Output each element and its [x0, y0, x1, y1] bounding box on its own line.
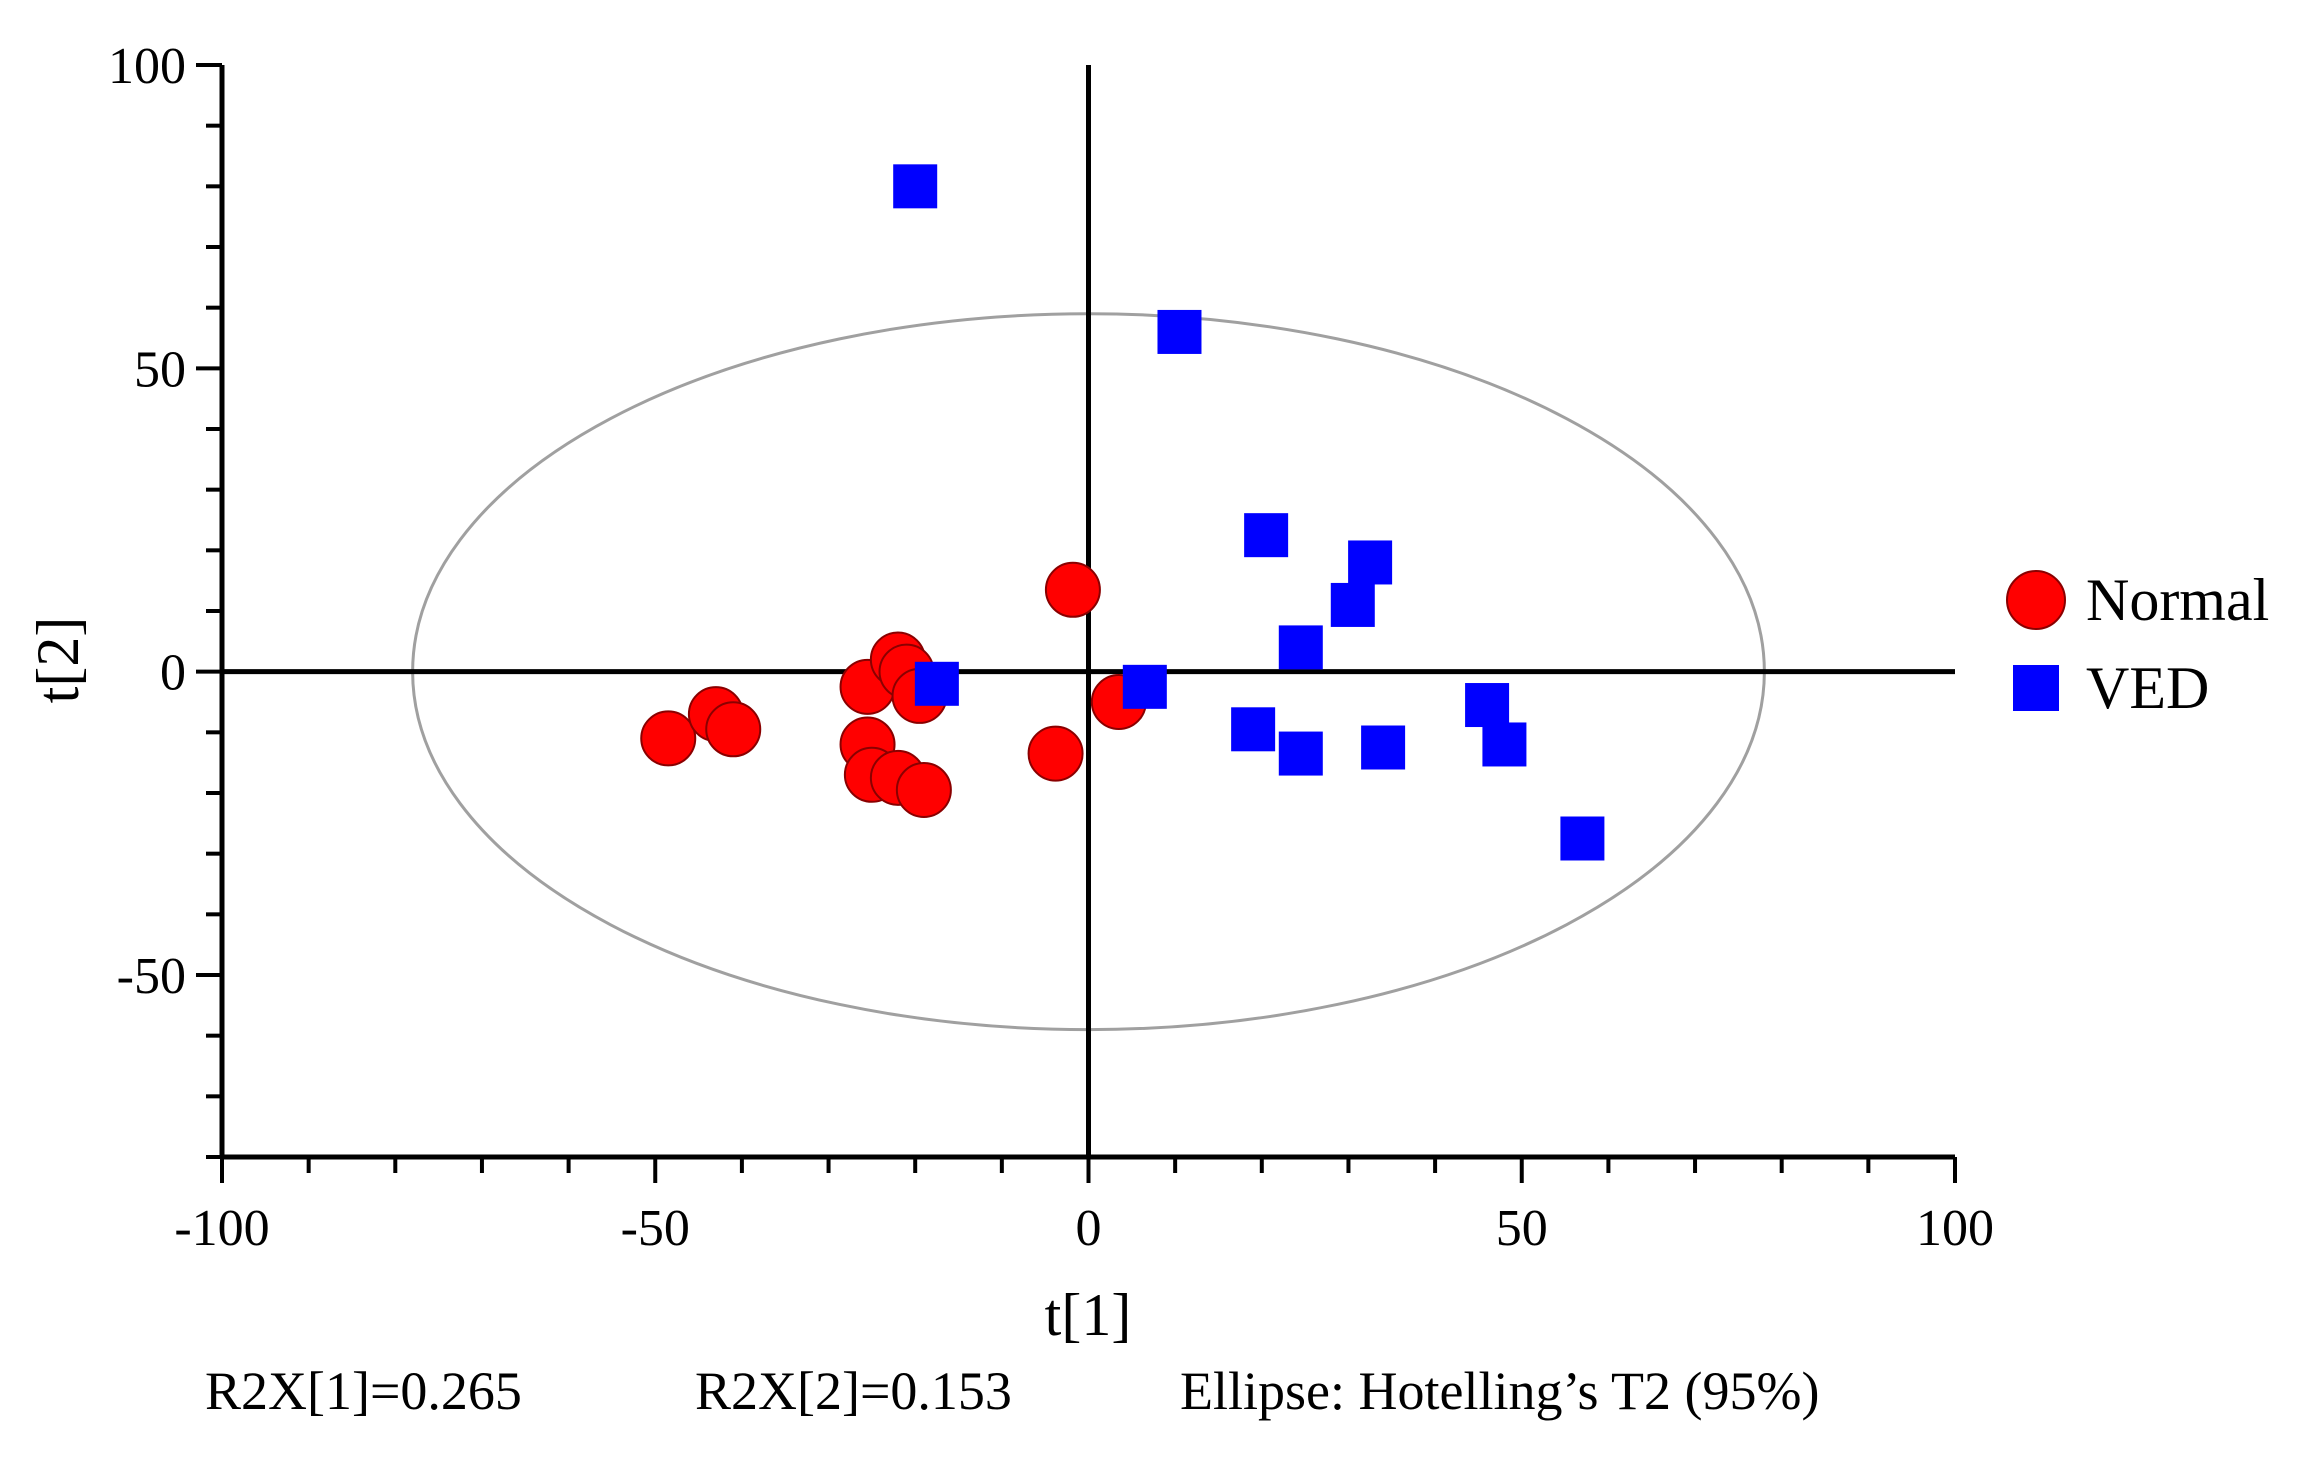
legend-label: VED [2086, 655, 2209, 721]
legend-label: Normal [2086, 567, 2269, 633]
x-tick-label: 0 [1076, 1200, 1102, 1257]
ved-point [1361, 725, 1406, 770]
ved-point [893, 164, 938, 209]
y-tick-label: 50 [134, 341, 186, 398]
y-tick-label: 0 [160, 645, 186, 702]
normal-point [1027, 725, 1084, 782]
ved-point [914, 661, 959, 706]
ved-point [1560, 816, 1605, 861]
normal-point [1044, 561, 1101, 618]
ved-point [1278, 731, 1323, 776]
ellipse-note: Ellipse: Hotelling’s T2 (95%) [1180, 1361, 1820, 1421]
x-tick-label: -100 [174, 1200, 269, 1257]
y-tick-label: -50 [117, 948, 186, 1005]
normal-point [640, 710, 697, 767]
normal-point [895, 761, 952, 818]
x-tick-label: 100 [1916, 1200, 1994, 1257]
ved-point [1278, 625, 1323, 670]
normal-point [705, 701, 762, 758]
legend-ved-marker [2013, 665, 2059, 711]
legend-normal-marker [2006, 570, 2066, 630]
ved-point [1330, 582, 1375, 627]
x-axis-title: t[1] [1045, 1282, 1132, 1348]
ved-point [1482, 722, 1527, 767]
ved-point [1348, 540, 1393, 585]
ved-point [1122, 664, 1167, 709]
ved-point [1465, 683, 1510, 728]
ved-point [1244, 513, 1289, 558]
r2x2-label: R2X[2]=0.153 [695, 1361, 1012, 1421]
r2x1-label: R2X[1]=0.265 [205, 1361, 522, 1421]
x-tick-label: 50 [1496, 1200, 1548, 1257]
y-axis-title: t[2] [25, 617, 91, 704]
ved-point [1157, 309, 1202, 354]
y-tick-label: 100 [108, 38, 186, 95]
x-tick-label: -50 [621, 1200, 690, 1257]
ved-point [1231, 707, 1276, 752]
